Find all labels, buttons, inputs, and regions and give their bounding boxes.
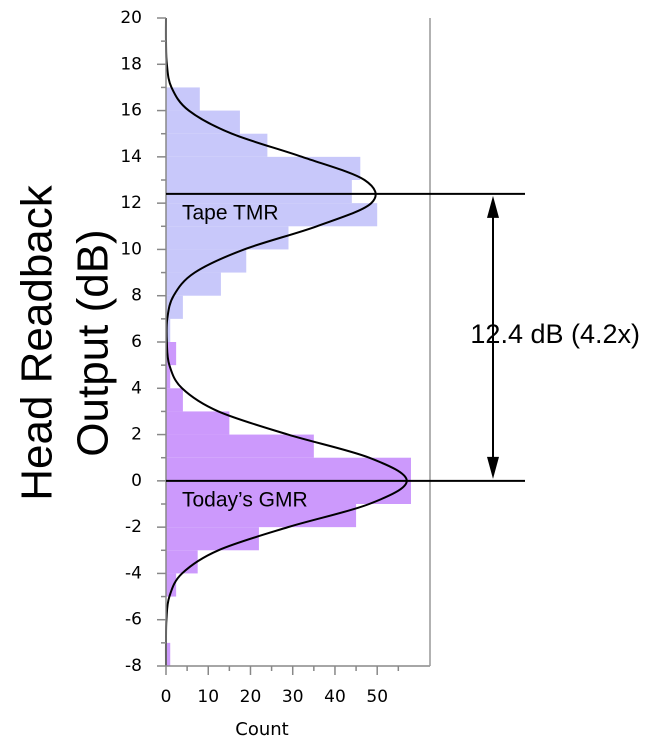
histogram-bar [166, 156, 361, 180]
histogram-bar [166, 110, 240, 134]
arrow-head [487, 195, 499, 218]
histogram-bar [166, 226, 289, 250]
y-tick-label: 12 [120, 193, 142, 213]
y-tick-label: 4 [131, 378, 142, 398]
y-tick-label: -2 [125, 517, 142, 537]
histogram-bar [166, 203, 378, 227]
series-label: Tape TMR [182, 201, 278, 224]
x-axis-label: Count [235, 719, 288, 740]
histogram-bar [166, 527, 259, 551]
histogram-bar [166, 272, 221, 296]
y-tick-label: -8 [125, 656, 142, 676]
y-tick-label: 16 [120, 101, 142, 121]
histogram-bar [166, 550, 198, 574]
histogram-bar [166, 249, 247, 273]
y-tick-label: 2 [131, 425, 142, 445]
y-tick-label: 18 [120, 54, 142, 74]
x-tick-label: 0 [161, 687, 172, 707]
y-axis-label-line: Output (dB) [69, 229, 118, 456]
y-tick-label: 20 [120, 8, 142, 28]
y-axis-label-line: Head Readback [13, 184, 62, 501]
annotation: 12.4 dB (4.2x) [470, 319, 640, 349]
y-tick-label: 0 [131, 471, 142, 491]
x-tick-label: 40 [324, 687, 346, 707]
y-tick-label: -4 [125, 563, 142, 583]
histogram-bar [166, 133, 268, 157]
y-axis-label: Head Readback Output (dB) [13, 184, 118, 501]
histogram-bar [166, 318, 171, 342]
histogram-bar [166, 642, 171, 666]
histogram-bar [166, 434, 314, 458]
x-tick-label: 30 [282, 687, 304, 707]
y-tick-label: 8 [131, 286, 142, 306]
x-tick-label: 50 [366, 687, 388, 707]
histogram-bar [166, 180, 352, 204]
fit-curve [164, 17, 408, 667]
arrow-head [487, 456, 499, 479]
y-tick-label: 10 [120, 239, 142, 259]
histogram-bar [166, 457, 411, 481]
y-tick-label: 14 [120, 147, 142, 167]
histogram-bar [166, 573, 177, 597]
histogram-bar [166, 365, 171, 389]
x-tick-label: 20 [240, 687, 262, 707]
histogram-bar [166, 411, 230, 435]
x-tick-label: 10 [197, 687, 219, 707]
histogram-bar [166, 480, 411, 504]
histogram-bar [166, 87, 200, 111]
series-label: Today’s GMR [182, 488, 308, 511]
y-tick-label: 6 [131, 332, 142, 352]
histogram-bar [166, 388, 183, 412]
histogram-bar [166, 342, 177, 366]
y-tick-label: -6 [125, 610, 142, 630]
